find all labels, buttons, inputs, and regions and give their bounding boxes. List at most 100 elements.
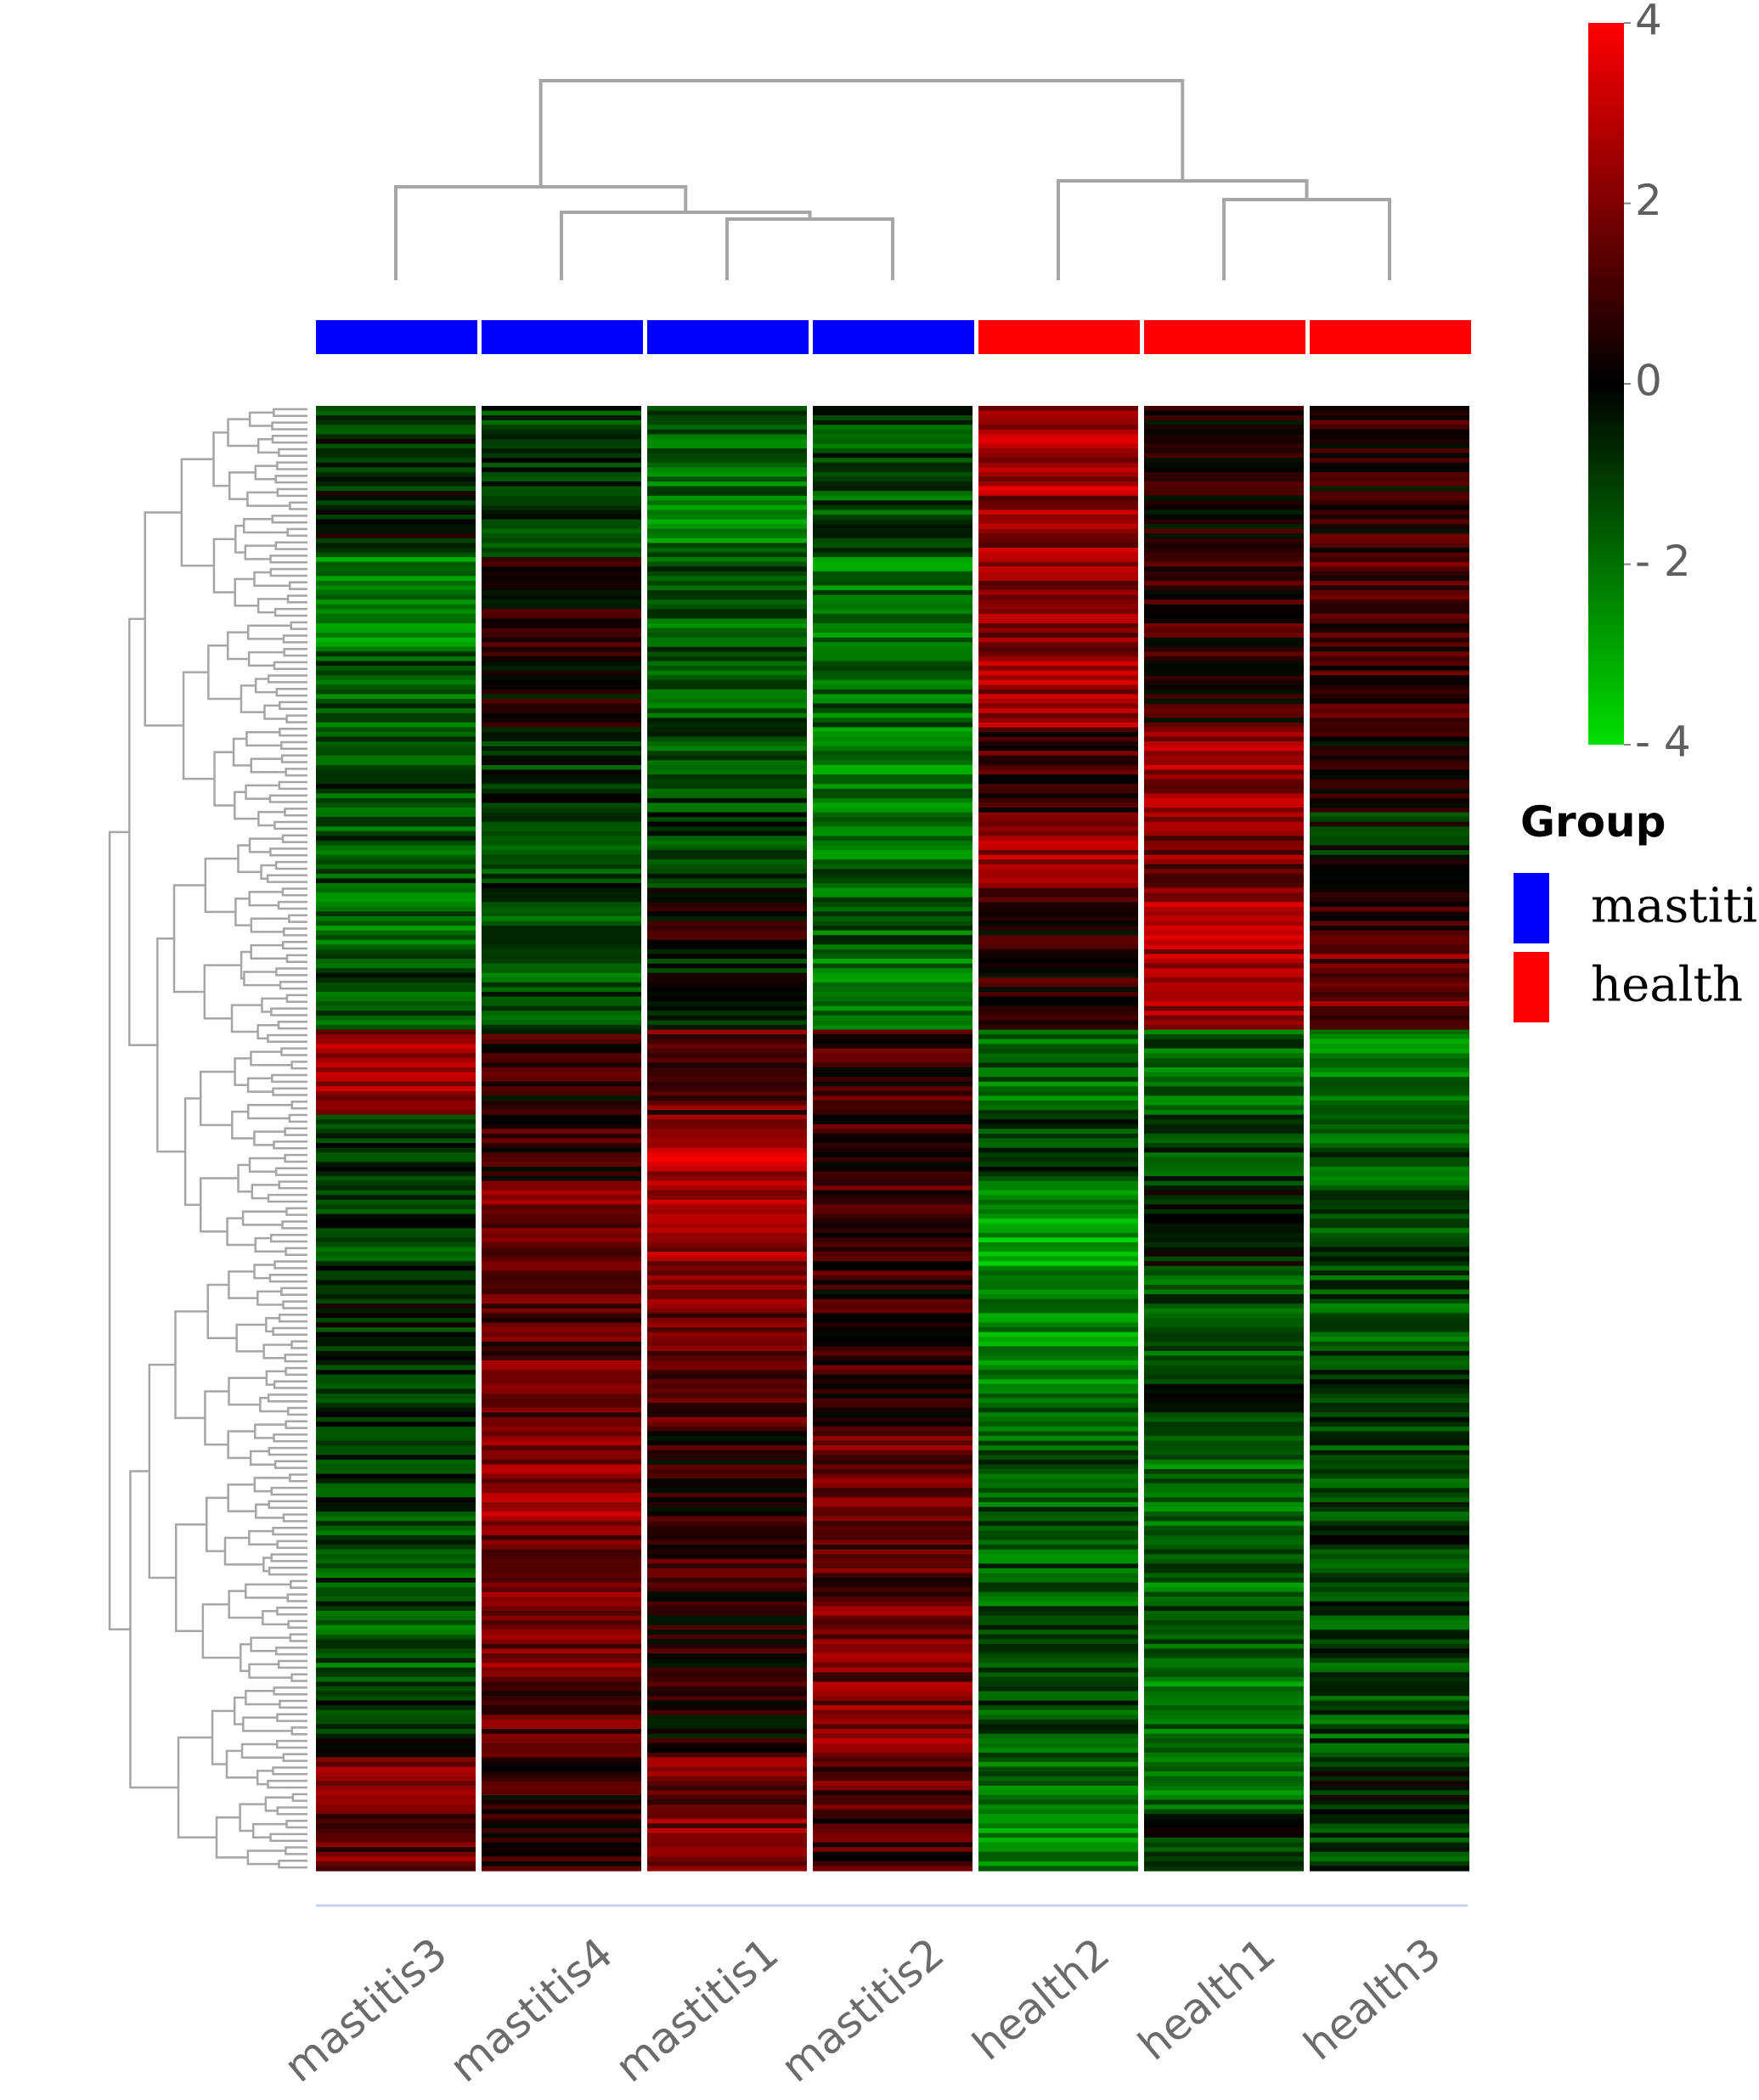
heat-cell: [647, 1370, 807, 1376]
heat-cell: [482, 1729, 641, 1735]
heat-cell: [1310, 1568, 1469, 1574]
heat-cell: [813, 1620, 973, 1626]
heat-cell: [813, 666, 973, 672]
heat-cell: [316, 1639, 476, 1645]
heat-cell: [647, 1512, 807, 1517]
dendrogram-branch: [286, 1593, 307, 1602]
heat-cell: [316, 1034, 476, 1040]
heat-cell: [316, 1861, 476, 1867]
heat-cell: [316, 977, 476, 983]
heat-cell: [1144, 1232, 1304, 1238]
heat-cell: [482, 1337, 641, 1343]
heat-cell: [1310, 939, 1469, 945]
heat-cell: [647, 1492, 807, 1498]
heat-cell: [1310, 419, 1469, 425]
heat-cell: [1310, 1724, 1469, 1730]
heat-cell: [978, 1403, 1138, 1409]
heat-cell: [482, 1473, 641, 1479]
dendrogram-branch: [285, 1846, 307, 1855]
heat-cell: [316, 576, 476, 582]
heat-cell: [647, 1313, 807, 1319]
heat-cell: [482, 718, 641, 723]
heat-cell: [1144, 1341, 1304, 1347]
heat-cell: [1144, 1785, 1304, 1791]
heat-cell: [978, 651, 1138, 657]
heat-cell: [1144, 1199, 1304, 1205]
heat-cell: [978, 944, 1138, 950]
heat-cell: [316, 1856, 476, 1862]
dendrogram-branch: [256, 1770, 273, 1786]
heat-cell: [482, 869, 641, 875]
heat-cell: [1310, 1558, 1469, 1564]
heat-cell: [1310, 779, 1469, 785]
heat-cell: [1144, 604, 1304, 610]
heat-cell: [1144, 1450, 1304, 1455]
heat-cell: [1144, 429, 1304, 435]
heat-cell: [813, 1219, 973, 1225]
heat-cell: [647, 1563, 807, 1569]
heat-cell: [647, 1738, 807, 1744]
heat-cell: [1310, 533, 1469, 539]
heat-cell: [1310, 406, 1469, 412]
dendrogram-branch: [285, 1819, 307, 1829]
heat-cell: [316, 883, 476, 889]
dendrogram-branch: [270, 1553, 307, 1562]
heat-cell: [647, 1459, 807, 1466]
heat-cell: [647, 769, 807, 775]
heat-cell: [1144, 415, 1304, 421]
heat-cell: [316, 1289, 476, 1295]
heat-cell: [1144, 727, 1304, 733]
heat-cell: [647, 1516, 807, 1522]
heat-cell: [482, 1072, 641, 1078]
heat-cell: [813, 793, 973, 799]
heat-cell: [316, 1506, 476, 1512]
heat-cell: [1144, 1658, 1304, 1664]
heat-cell: [813, 1568, 973, 1574]
heat-cell: [482, 1738, 641, 1744]
heat-cell: [1310, 840, 1469, 847]
dendrogram-branch: [245, 1690, 280, 1706]
heat-cell: [1144, 1639, 1304, 1645]
heat-cell: [978, 1809, 1138, 1815]
heat-cell: [1310, 1407, 1469, 1413]
heat-cell: [1144, 840, 1304, 847]
dendrogram-branch: [279, 701, 307, 711]
heat-cell: [482, 712, 641, 718]
heat-cell: [647, 906, 807, 912]
heat-cell: [978, 1379, 1138, 1385]
dendrogram-branch: [254, 1423, 286, 1439]
heat-cell: [1310, 633, 1469, 639]
heat-cell: [482, 1190, 641, 1196]
heat-cell: [1310, 1213, 1469, 1219]
heat-cell: [1144, 1223, 1304, 1229]
heat-cell: [647, 679, 807, 685]
heat-cell: [978, 864, 1138, 870]
heat-cell: [1144, 1152, 1304, 1158]
heat-cell: [1144, 467, 1304, 473]
heat-cell: [978, 1265, 1138, 1271]
heat-cell: [978, 1313, 1138, 1319]
heat-cell: [482, 467, 641, 473]
heat-cell: [1310, 1823, 1469, 1829]
heat-cell: [647, 779, 807, 785]
heat-cell: [316, 935, 476, 941]
heat-cell: [1144, 992, 1304, 998]
heat-cell: [1310, 1700, 1469, 1706]
heat-cell: [316, 1039, 476, 1044]
legend-label-mastitis: mastitis: [1591, 879, 1759, 934]
heat-cell: [482, 543, 641, 549]
heat-cell: [813, 486, 973, 492]
heat-cell: [482, 1450, 641, 1455]
heat-cell: [316, 1086, 476, 1092]
heat-cell: [1144, 1322, 1304, 1328]
heat-cell: [1310, 1252, 1469, 1258]
heat-cell: [813, 850, 973, 856]
heat-cell: [1144, 1762, 1304, 1768]
heat-cell: [813, 699, 973, 705]
heat-cell: [316, 1228, 476, 1234]
dendrogram-branch: [560, 211, 812, 280]
heat-cell: [813, 1563, 973, 1569]
heat-cell: [482, 1733, 641, 1739]
heat-cell: [1310, 1048, 1469, 1054]
heat-cell: [316, 425, 476, 431]
